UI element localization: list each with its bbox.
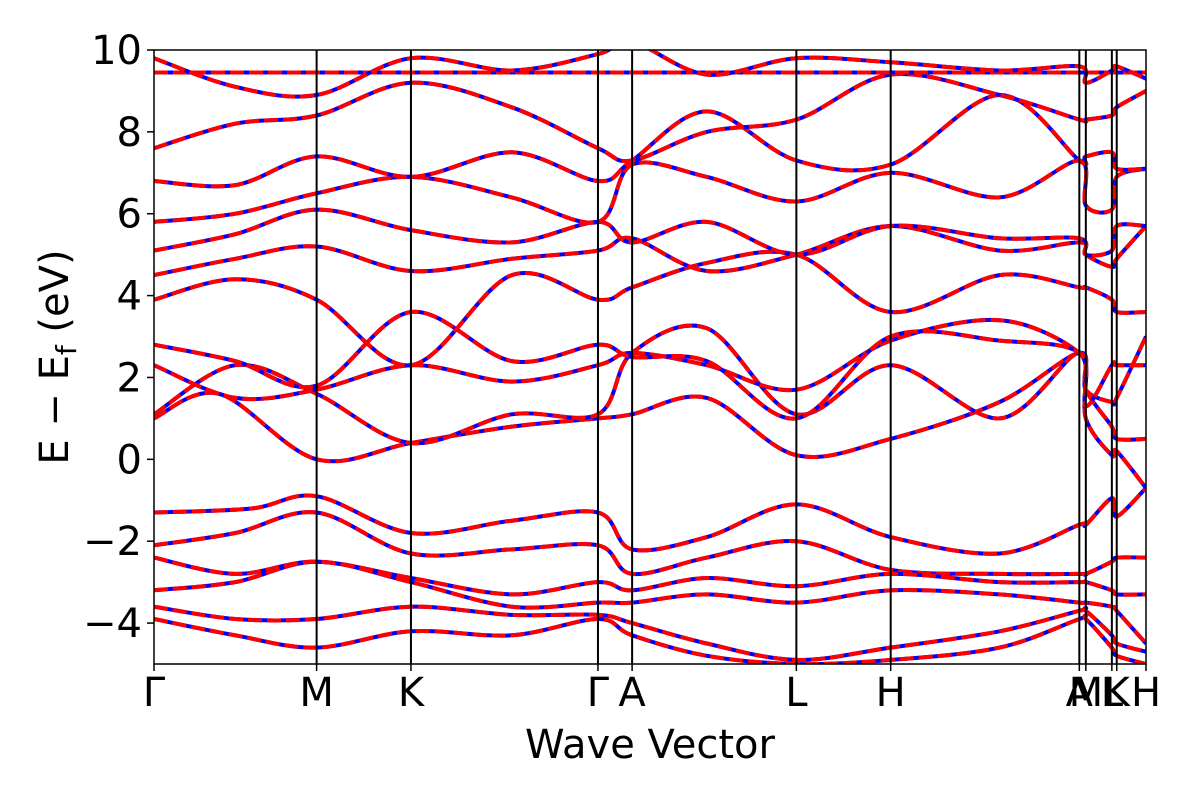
plot-frame: [153, 49, 1147, 665]
band-6-dft-line: [154, 350, 1146, 464]
y-tick-label-4: 2: [117, 355, 142, 401]
y-tick-label-6: −2: [83, 519, 142, 565]
band-lines: [154, 50, 1146, 664]
x-tick-label-2: K: [398, 670, 426, 716]
band-11-dft-line: [154, 223, 1146, 278]
band-4-dft-line: [154, 604, 1146, 662]
x-tick-label-4: A: [618, 670, 646, 716]
band-13-fit-line: [154, 158, 1146, 225]
x-tick-label-3: Γ: [587, 670, 610, 716]
x-tick-label-7: A: [1066, 670, 1094, 716]
band-1-dft-line: [154, 510, 1146, 577]
band-14-dft-line: [154, 92, 1146, 189]
band-13-dft-line: [154, 158, 1146, 225]
x-tick-label-8: M: [1069, 670, 1104, 716]
band-0-fit-line: [154, 486, 1146, 556]
x-tick-label-10: K: [1104, 670, 1132, 716]
band-1-fit-line: [154, 510, 1146, 577]
band-10-dft-line: [154, 249, 1146, 368]
y-axis-label-subscript: f: [50, 344, 83, 355]
x-tick-label-6: H: [876, 670, 906, 716]
y-axis-label-main: E − E: [32, 355, 78, 465]
band-6-fit-line: [154, 350, 1146, 464]
x-tick-label-11: H: [1131, 670, 1161, 716]
band-3-fit-line: [154, 559, 1146, 645]
band-14-fit-line: [154, 92, 1146, 189]
y-tick-label-5: 0: [117, 437, 142, 483]
y-axis-ticks: 10 8 6 4 2 0 −2 −4: [83, 28, 154, 647]
x-tick-label-0: Γ: [143, 670, 166, 716]
band-8-fit-line: [154, 317, 1146, 407]
y-tick-label-3: 4: [117, 274, 142, 320]
high-symmetry-lines: [315, 50, 1118, 664]
x-tick-label-5: L: [785, 670, 808, 716]
band-4-fit-line: [154, 604, 1146, 662]
y-axis-label-unit: (eV): [32, 249, 78, 345]
x-tick-label-9: L: [1101, 670, 1124, 716]
x-axis-label: Wave Vector: [525, 722, 776, 768]
band-0-dft-line: [154, 486, 1146, 556]
y-axis-label: E − Ef (eV): [32, 249, 83, 464]
band-5-fit-line: [154, 613, 1146, 664]
y-tick-label-7: −4: [83, 601, 142, 647]
band-10-fit-line: [154, 249, 1146, 368]
y-tick-label-2: 6: [117, 192, 142, 238]
x-tick-label-1: M: [299, 670, 334, 716]
y-tick-label-1: 8: [117, 110, 142, 156]
y-tick-label-0: 10: [91, 28, 142, 74]
